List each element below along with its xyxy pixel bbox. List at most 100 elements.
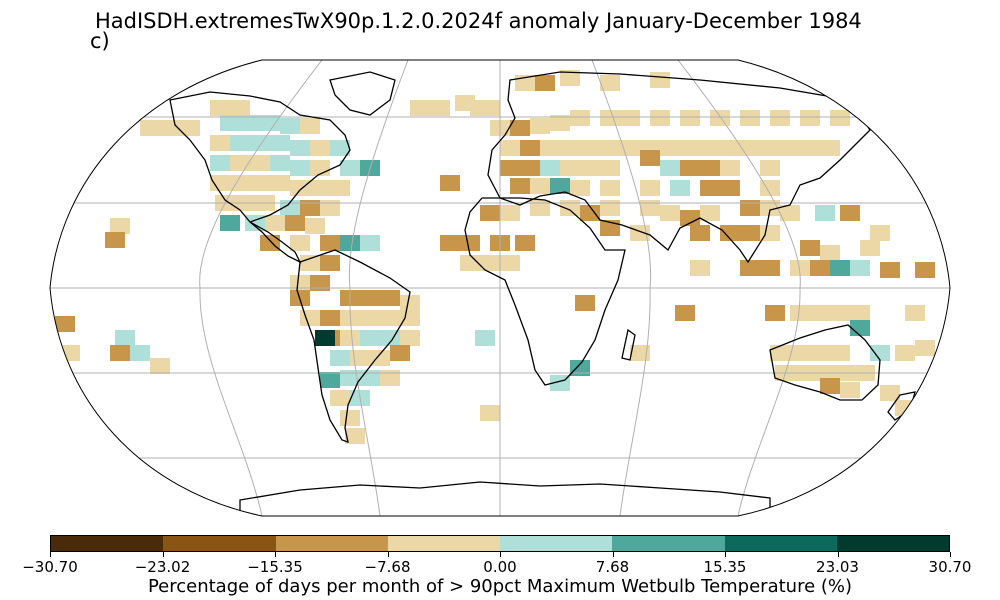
- madagascar-outline: [621, 328, 636, 361]
- anomaly-cell: [640, 180, 660, 196]
- anomaly-cell: [740, 260, 760, 276]
- anomaly-cell: [340, 160, 360, 176]
- anomaly-cell: [830, 345, 850, 361]
- anomaly-cell: [700, 180, 720, 196]
- anomaly-cell: [500, 255, 520, 271]
- anomaly-cell: [850, 305, 870, 321]
- anomaly-cell: [580, 160, 600, 176]
- anomaly-cell: [280, 200, 300, 216]
- greenland-outline: [329, 71, 396, 116]
- anomaly-cell: [280, 118, 300, 134]
- anomaly-cell: [510, 120, 530, 136]
- anomaly-cell: [270, 175, 290, 191]
- australia-outline: [769, 324, 881, 401]
- anomaly-cell: [815, 205, 835, 221]
- anomaly-cell: [760, 260, 780, 276]
- anomaly-cell: [820, 378, 840, 394]
- anomaly-cell: [830, 110, 850, 126]
- colorbar-tick-label: 7.68: [595, 558, 630, 576]
- anomaly-cell: [265, 215, 285, 231]
- anomaly-cell: [140, 120, 160, 136]
- anomaly-cell: [600, 180, 620, 196]
- anomaly-cell: [330, 180, 350, 196]
- anomaly-cell: [820, 245, 840, 261]
- anomaly-cell: [290, 180, 310, 196]
- anomaly-cell: [460, 235, 480, 251]
- anomaly-cell: [400, 310, 420, 326]
- anomaly-grid-cells: [55, 70, 935, 444]
- anomaly-cell: [380, 370, 400, 386]
- anomaly-cell: [895, 345, 915, 361]
- anomaly-cell: [760, 160, 780, 176]
- anomaly-cell: [210, 135, 230, 151]
- anomaly-cell: [260, 115, 280, 131]
- anomaly-cell: [580, 140, 600, 156]
- anomaly-cell: [640, 150, 660, 166]
- colorbar-tick-label: 30.70: [928, 558, 972, 576]
- anomaly-cell: [800, 140, 820, 156]
- anomaly-cell: [290, 235, 310, 251]
- anomaly-cell: [300, 310, 320, 326]
- anomaly-cell: [500, 205, 520, 221]
- anomaly-cell: [470, 100, 490, 116]
- anomaly-cell: [60, 345, 80, 361]
- anomaly-cell: [320, 255, 340, 271]
- anomaly-cell: [520, 160, 540, 176]
- anomaly-cell: [560, 140, 580, 156]
- anomaly-cell: [850, 260, 870, 276]
- anomaly-cell: [570, 180, 590, 196]
- map-title: HadISDH.extremesTwX90p.1.2.0.2024f anoma…: [95, 9, 862, 33]
- anomaly-cell: [720, 225, 740, 241]
- anomaly-cell: [305, 218, 325, 234]
- anomaly-cell: [320, 310, 340, 326]
- panel-label: c): [90, 29, 110, 53]
- anomaly-cell: [660, 205, 680, 221]
- anomaly-cell: [770, 345, 790, 361]
- north-america-outline: [169, 91, 351, 223]
- anomaly-cell: [570, 110, 590, 126]
- anomaly-cell: [530, 200, 550, 216]
- anomaly-cell: [680, 160, 700, 176]
- colorbar-tick-label: 23.03: [816, 558, 859, 576]
- anomaly-cell: [670, 180, 690, 196]
- anomaly-cell: [210, 155, 230, 171]
- colorbar-tick-mark: [50, 552, 51, 557]
- anomaly-cell: [310, 140, 330, 156]
- anomaly-cell: [640, 200, 660, 216]
- anomaly-cell: [480, 405, 500, 421]
- anomaly-cell: [860, 240, 880, 256]
- anomaly-cell: [810, 345, 830, 361]
- anomaly-cell: [680, 210, 700, 226]
- anomaly-cell: [315, 330, 335, 346]
- anomaly-cell: [340, 370, 360, 386]
- anomaly-cell: [500, 140, 520, 156]
- anomaly-cell: [880, 262, 900, 278]
- anomaly-cell: [760, 225, 780, 241]
- colorbar: [50, 535, 950, 552]
- anomaly-cell: [740, 200, 760, 216]
- anomaly-cell: [600, 200, 620, 216]
- world-map: [49, 59, 951, 517]
- anomaly-cell: [105, 232, 125, 248]
- globe-boundary: [49, 59, 951, 517]
- anomaly-cell: [520, 140, 540, 156]
- colorbar-label: Percentage of days per month of > 90pct …: [147, 576, 853, 597]
- colorbar-segment: [500, 536, 613, 551]
- anomaly-cell: [210, 175, 230, 191]
- anomaly-cell: [720, 140, 740, 156]
- anomaly-cell: [660, 140, 680, 156]
- anomaly-cell: [180, 120, 200, 136]
- anomaly-cell: [340, 235, 360, 251]
- colorbar-tick-mark: [612, 552, 614, 557]
- anomaly-cell: [600, 75, 620, 91]
- anomaly-cell: [760, 180, 780, 196]
- anomaly-cell: [480, 255, 500, 271]
- anomaly-cell: [870, 345, 890, 361]
- anomaly-cell: [790, 305, 810, 321]
- anomaly-cell: [340, 330, 360, 346]
- colorbar-segment: [836, 536, 949, 551]
- anomaly-cell: [475, 330, 495, 346]
- anomaly-cell: [560, 200, 580, 216]
- anomaly-cell: [360, 290, 380, 306]
- anomaly-cell: [150, 358, 170, 374]
